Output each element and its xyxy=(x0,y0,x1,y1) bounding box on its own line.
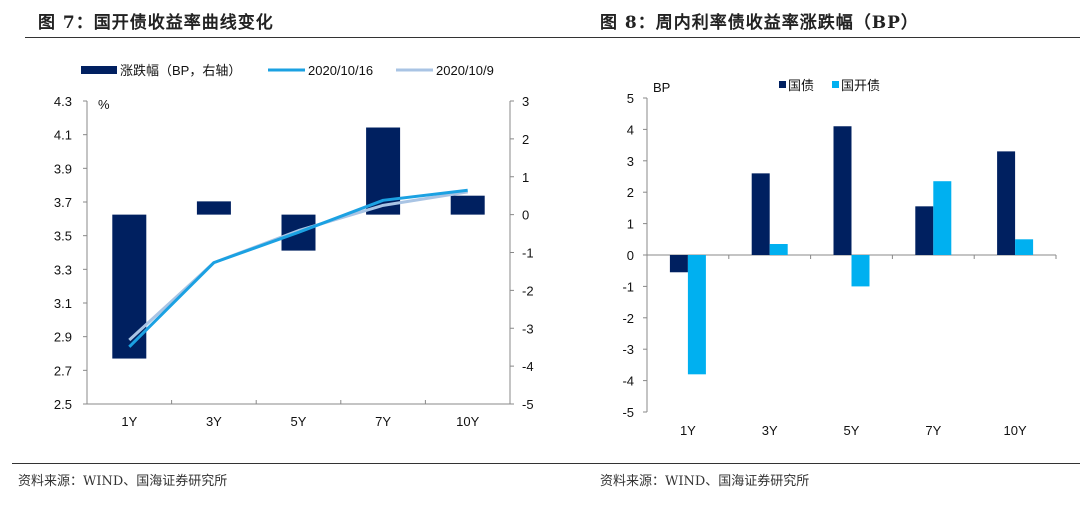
bar-guokaizhai-10Y xyxy=(1015,239,1034,255)
bar-guokaizhai-3Y xyxy=(769,244,788,255)
legend-label-guozhai: 国债 xyxy=(788,78,814,93)
y-axis-tick-label: -1 xyxy=(622,279,634,294)
legend-swatch-change xyxy=(81,66,117,74)
x-axis-tick-label: 7Y xyxy=(925,423,941,438)
bar-guozhai-7Y xyxy=(915,206,934,255)
bar-guozhai-1Y xyxy=(669,255,688,273)
x-axis-tick-label: 10Y xyxy=(456,414,479,429)
x-axis-tick-label: 1Y xyxy=(121,414,137,429)
bar-guokaizhai-5Y xyxy=(851,255,870,287)
left-axis-tick-label: 2.9 xyxy=(54,330,72,345)
x-axis-tick-label: 10Y xyxy=(1004,423,1027,438)
right-axis-tick-label: -4 xyxy=(522,359,534,374)
left-axis-tick-label: 3.5 xyxy=(54,229,72,244)
figure-7-source: 资料来源：WIND、国海证券研究所 xyxy=(18,474,228,489)
legend-label-2020-10-16: 2020/10/16 xyxy=(308,63,373,78)
x-axis-tick-label: 7Y xyxy=(375,414,391,429)
bar-guokaizhai-7Y xyxy=(933,181,952,255)
right-axis-tick-label: -1 xyxy=(522,246,534,261)
bar-guokaizhai-1Y xyxy=(687,255,706,375)
figure-8-title: 图 8：周内利率债收益率涨跌幅（BP） xyxy=(600,13,919,33)
chart-8: BP 国债 国开债 5 4 3 2 1 0 -1 -2 -3 -4 -5 1Y 3Y 5Y 7Y 10Y xyxy=(622,78,1057,438)
legend-swatch-guozhai xyxy=(779,81,786,88)
y-axis-tick-label: 1 xyxy=(627,217,634,232)
y-axis-tick-label: -4 xyxy=(622,374,634,389)
legend-label-2020-10-9: 2020/10/9 xyxy=(436,63,494,78)
y-axis-tick-label: 4 xyxy=(627,122,634,137)
x-axis-tick-label: 3Y xyxy=(206,414,222,429)
y-axis-tick-label: 0 xyxy=(627,248,634,263)
left-axis-tick-label: 3.1 xyxy=(54,296,72,311)
left-axis-tick-label: 2.5 xyxy=(54,397,72,412)
x-axis-tick-label: 5Y xyxy=(844,423,860,438)
right-axis-tick-label: -5 xyxy=(522,397,534,412)
source-divider xyxy=(12,463,1080,464)
y-axis-unit-label: BP xyxy=(653,80,670,95)
line-2020-10-16 xyxy=(128,188,468,348)
title-divider xyxy=(25,37,1080,38)
bar-change-10Y xyxy=(450,195,485,215)
chart-7: 涨跌幅（BP，右轴） 2020/10/16 2020/10/9% 4.3 4.1 3.9 3… xyxy=(54,63,534,429)
left-axis-tick-label: 3.7 xyxy=(54,195,72,210)
y-axis-tick-label: -3 xyxy=(622,342,634,357)
right-axis-tick-label: -3 xyxy=(522,321,534,336)
bar-change-3Y xyxy=(196,201,231,215)
y-axis-tick-label: -2 xyxy=(622,311,634,326)
x-axis-tick-label: 1Y xyxy=(680,423,696,438)
legend-swatch-guokaizhai xyxy=(832,81,839,88)
left-axis-unit-label: % xyxy=(98,97,110,112)
x-axis-tick-label: 3Y xyxy=(762,423,778,438)
left-axis-tick-label: 2.7 xyxy=(54,363,72,378)
y-axis-tick-label: -5 xyxy=(622,405,634,420)
y-axis-tick-label: 3 xyxy=(627,154,634,169)
left-axis-tick-label: 4.3 xyxy=(54,94,72,109)
left-axis-tick-label: 4.1 xyxy=(54,128,72,143)
left-axis-tick-label: 3.9 xyxy=(54,161,72,176)
figure-8-source: 资料来源：WIND、国海证券研究所 xyxy=(600,474,810,489)
bar-guozhai-10Y xyxy=(997,151,1016,255)
y-axis-tick-label: 5 xyxy=(627,91,634,106)
figure-7-title: 图 7：国开债收益率曲线变化 xyxy=(38,13,274,33)
bar-guozhai-5Y xyxy=(833,126,852,255)
line-2020-10-9 xyxy=(128,190,468,342)
right-axis-tick-label: 0 xyxy=(522,208,529,223)
right-axis-tick-label: 3 xyxy=(522,94,529,109)
right-axis-tick-label: 2 xyxy=(522,132,529,147)
y-axis-tick-label: 2 xyxy=(627,185,634,200)
x-axis-tick-label: 5Y xyxy=(291,414,307,429)
left-axis-tick-label: 3.3 xyxy=(54,262,72,277)
right-axis-tick-label: -2 xyxy=(522,283,534,298)
bar-guozhai-3Y xyxy=(751,173,770,255)
legend-label-change: 涨跌幅（BP，右轴） xyxy=(120,63,241,78)
right-axis-tick-label: 1 xyxy=(522,170,529,185)
legend-label-guokaizhai: 国开债 xyxy=(841,78,880,93)
